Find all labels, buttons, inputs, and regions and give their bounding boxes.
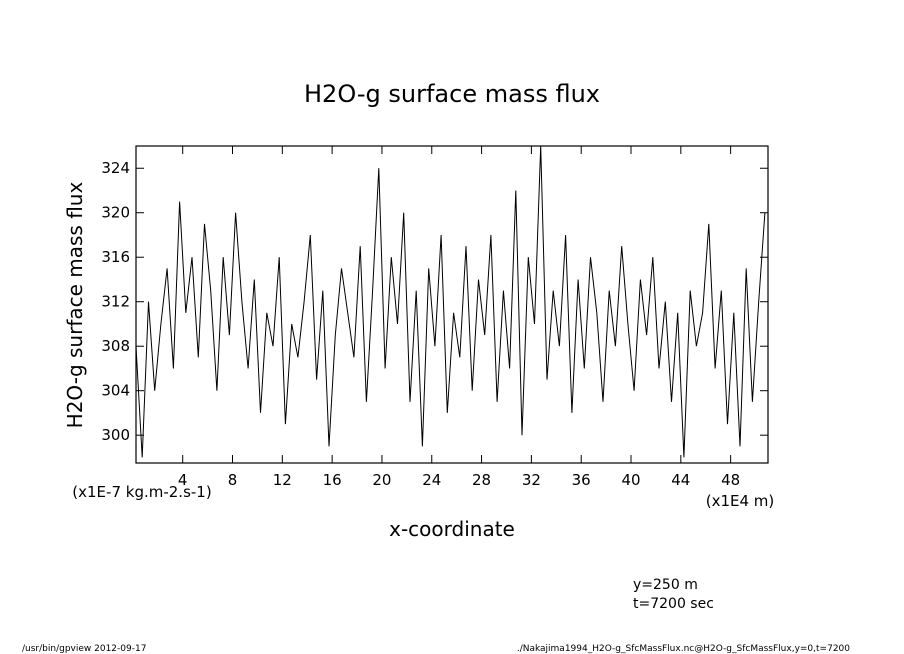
x-tick-label: 40 bbox=[621, 471, 640, 489]
x-tick-label: 44 bbox=[671, 471, 690, 489]
time-info: t=7200 sec bbox=[633, 596, 714, 612]
y-position-info: y=250 m bbox=[633, 577, 698, 593]
x-axis-ticks: 4 8 12 16 20 24 28 32 36 40 44 48 bbox=[178, 146, 740, 489]
y-unit-label: (x1E-7 kg.m-2.s-1) bbox=[72, 483, 211, 501]
y-tick-label: 304 bbox=[101, 382, 130, 400]
chart-title: H2O-g surface mass flux bbox=[304, 80, 600, 108]
x-tick-label: 24 bbox=[422, 471, 441, 489]
x-tick-label: 32 bbox=[522, 471, 541, 489]
x-tick-label: 36 bbox=[572, 471, 591, 489]
x-unit-label: (x1E4 m) bbox=[706, 492, 775, 510]
y-tick-label: 324 bbox=[101, 159, 130, 177]
y-tick-label: 308 bbox=[101, 337, 130, 355]
x-tick-label: 48 bbox=[721, 471, 740, 489]
y-axis-label: H2O-g surface mass flux bbox=[63, 182, 87, 429]
series-line bbox=[135, 145, 766, 458]
x-tick-label: 8 bbox=[228, 471, 238, 489]
x-tick-label: 28 bbox=[472, 471, 491, 489]
x-axis-label: x-coordinate bbox=[389, 517, 515, 541]
x-tick-label: 20 bbox=[372, 471, 391, 489]
x-tick-label: 12 bbox=[273, 471, 292, 489]
program-footer: /usr/bin/gpview 2012-09-17 bbox=[22, 644, 146, 654]
source-footer: ./Nakajima1994_H2O-g_SfcMassFlux.nc@H2O-… bbox=[517, 644, 850, 654]
x-tick-label: 16 bbox=[323, 471, 342, 489]
y-tick-label: 320 bbox=[101, 204, 130, 222]
y-tick-label: 316 bbox=[101, 248, 130, 266]
plot-area: 4 8 12 16 20 24 28 32 36 40 44 48 30030430831231632… bbox=[101, 145, 769, 489]
y-tick-label: 300 bbox=[101, 426, 130, 444]
plot-frame bbox=[135, 145, 769, 464]
y-axis-ticks: 300 304 308 312 316 320 324 bbox=[101, 159, 768, 444]
y-tick-label: 312 bbox=[101, 293, 130, 311]
x-tick-label: 4 bbox=[178, 471, 188, 489]
